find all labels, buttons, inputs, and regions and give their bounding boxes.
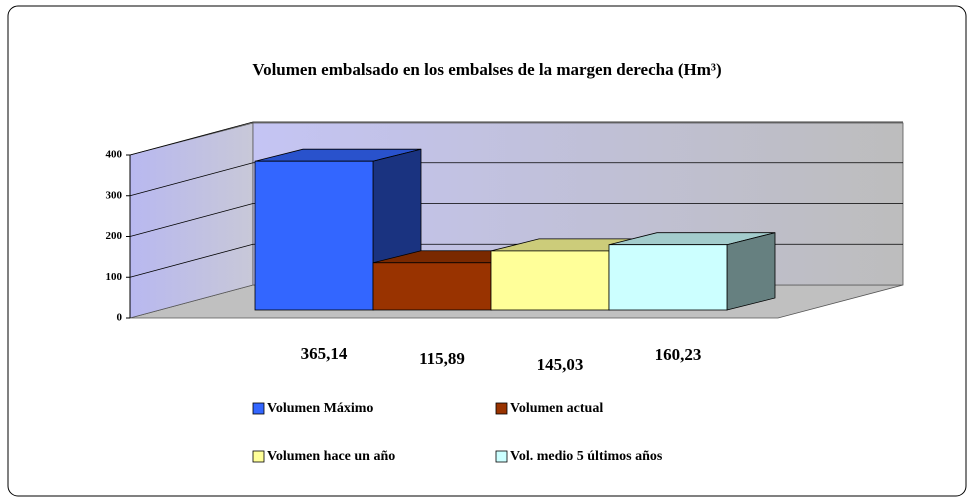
value-label: 145,03 [537, 355, 584, 374]
y-tick-label: 0 [117, 312, 123, 324]
y-tick-label: 400 [106, 149, 123, 161]
bar [372, 262, 492, 311]
value-label: 115,89 [419, 349, 465, 368]
legend-swatch [495, 450, 508, 463]
y-tick-label: 100 [106, 271, 123, 283]
grid-line [129, 162, 903, 197]
legend-label: Vol. medio 5 últimos años [510, 449, 663, 464]
legend-swatch [252, 450, 265, 463]
y-tick-label: 200 [106, 230, 123, 242]
legend-label: Volumen actual [510, 401, 603, 416]
bar [254, 160, 374, 311]
chart-title: Volumen embalsado en los embalses de la … [252, 60, 721, 79]
legend-swatch [495, 402, 508, 415]
bar-side [726, 232, 776, 311]
value-label: 365,14 [301, 344, 348, 363]
bar [490, 250, 610, 311]
legend-label: Volumen hace un año [267, 449, 395, 464]
grid-line [129, 203, 903, 237]
grid-line [129, 121, 903, 156]
left-wall [129, 122, 254, 319]
legend-label: Volumen Máximo [267, 401, 373, 416]
legend-swatch [252, 402, 265, 415]
bar [608, 244, 728, 311]
value-label: 160,23 [655, 345, 702, 364]
y-tick-label: 300 [106, 189, 123, 201]
